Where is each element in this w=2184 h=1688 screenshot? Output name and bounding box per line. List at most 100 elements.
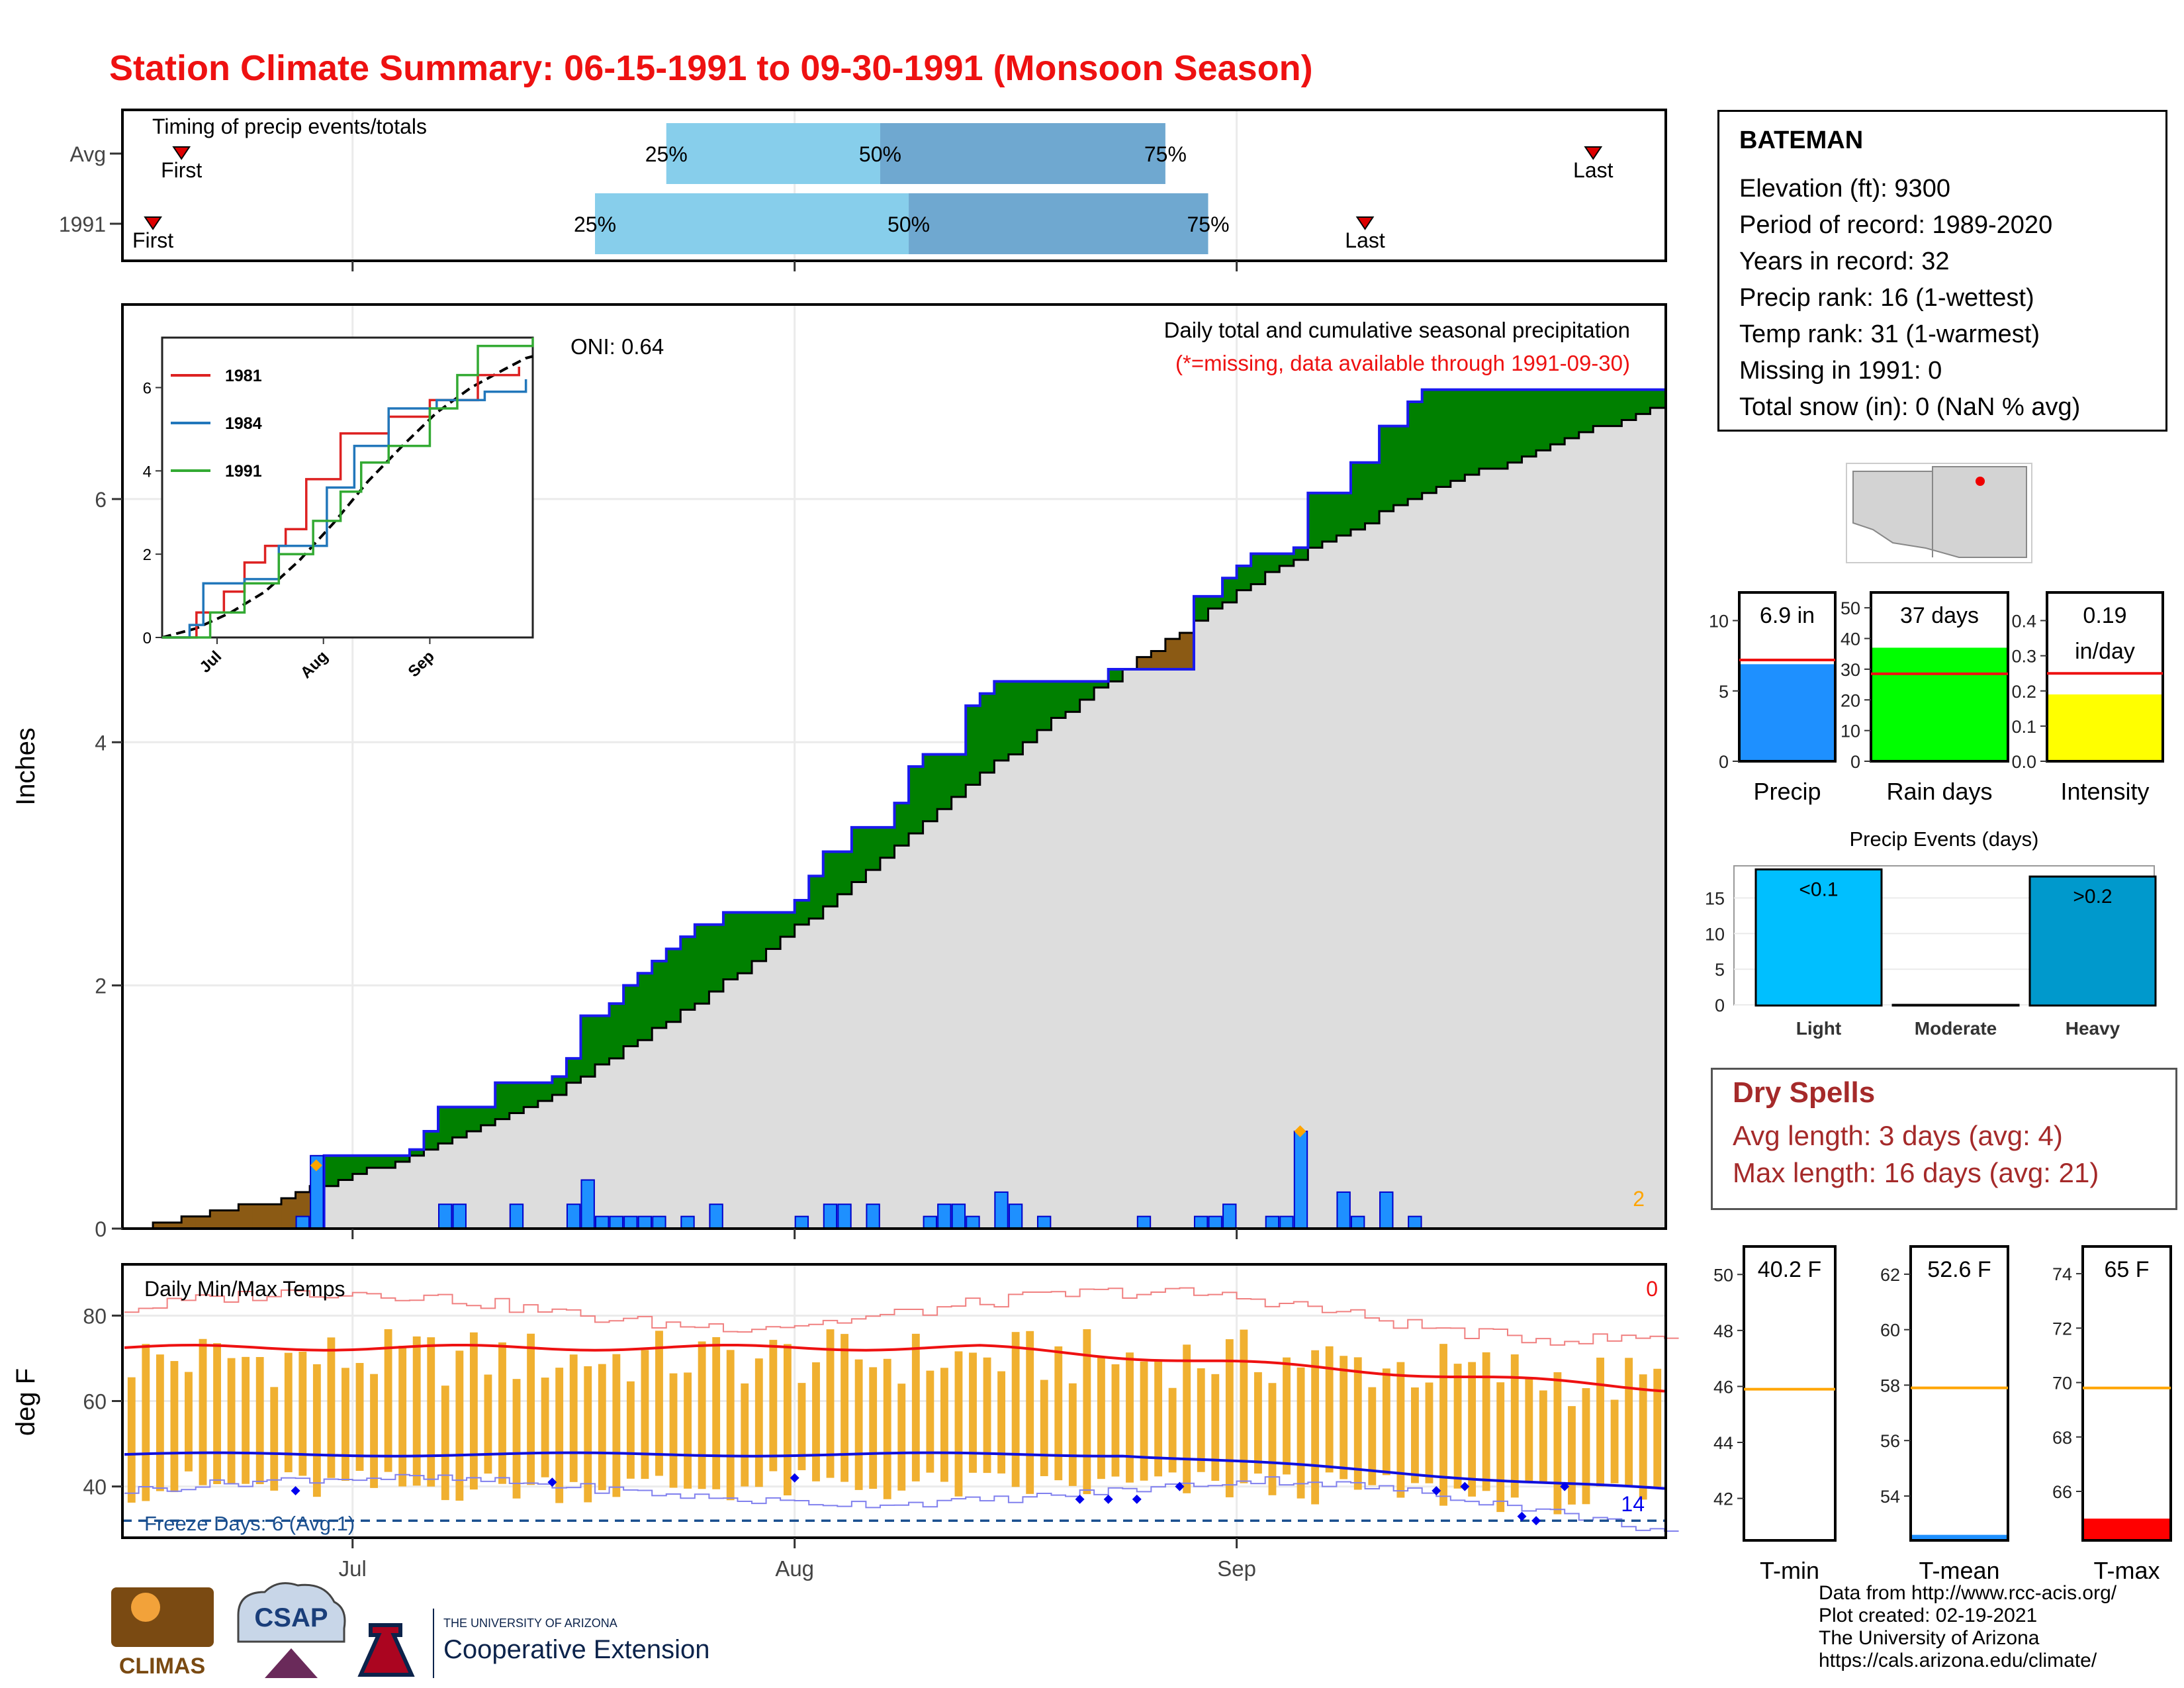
temp-range-bar xyxy=(412,1336,421,1486)
climas-logo-sun xyxy=(131,1593,160,1622)
daily-precip-bar xyxy=(509,1203,524,1230)
surplus-block xyxy=(1279,553,1295,566)
totals-precip-tick-label: 5 xyxy=(1719,682,1729,702)
dry-spells-title: Dry Spells xyxy=(1733,1076,1876,1109)
surplus-block xyxy=(1635,389,1651,414)
cumulative-y-axis-label: Inches xyxy=(11,727,40,806)
surplus-block xyxy=(467,1107,482,1132)
deficit-block xyxy=(153,1222,168,1229)
surplus-block xyxy=(409,1149,425,1156)
inset-y-tick-label: 0 xyxy=(143,630,152,647)
surplus-block xyxy=(694,924,709,1004)
temp-summary-t-min-tick-label: 44 xyxy=(1713,1433,1733,1453)
temp-range-bar xyxy=(797,1383,806,1470)
temp-range-bar xyxy=(484,1374,492,1474)
temp-summary-t-max-tick-label: 74 xyxy=(2052,1264,2072,1284)
temp-range-bar xyxy=(911,1333,920,1481)
surplus-block xyxy=(1507,389,1523,463)
totals-rain-days-axis-label: Rain days xyxy=(1886,778,1992,805)
surplus-block xyxy=(1293,547,1308,560)
temp-range-bar xyxy=(127,1377,136,1503)
station-location-dot xyxy=(1976,477,1985,486)
temp-range-bar xyxy=(398,1345,407,1487)
temp-range-bar xyxy=(1211,1374,1220,1481)
station-precip-rank: Precip rank: 16 (1-wettest) xyxy=(1739,284,2034,312)
temp-range-bar xyxy=(1625,1358,1633,1487)
daily-precip-bar xyxy=(1293,1131,1308,1229)
surplus-block xyxy=(1536,389,1551,451)
freeze-marker xyxy=(547,1477,557,1487)
timing-label-25: 25% xyxy=(645,142,688,166)
surplus-block xyxy=(866,827,881,870)
totals-rain-days-tick-label: 50 xyxy=(1841,598,1860,618)
surplus-block xyxy=(552,1076,567,1095)
temp-range-bar xyxy=(1411,1387,1419,1483)
temp-range-bar xyxy=(255,1357,264,1485)
surplus-block xyxy=(623,985,639,1047)
temp-range-bar xyxy=(1610,1399,1619,1483)
surplus-block xyxy=(1308,492,1323,548)
surplus-block xyxy=(480,1107,496,1125)
temp-range-bar xyxy=(569,1354,578,1482)
surplus-block xyxy=(909,767,924,834)
temp-range-bar xyxy=(769,1340,778,1472)
surplus-block xyxy=(1479,389,1494,469)
surplus-block xyxy=(1565,389,1580,439)
station-snow: Total snow (in): 0 (NaN % avg) xyxy=(1739,393,2081,421)
surplus-block xyxy=(537,1082,553,1102)
temp-summary-t-mean-value-label: 52.6 F xyxy=(1927,1257,1991,1282)
events-bar xyxy=(1754,868,1883,1007)
temp-range-bar xyxy=(1197,1368,1205,1472)
cumulative-y-tick-label: 6 xyxy=(95,488,107,512)
events-category-label: Heavy xyxy=(2066,1018,2120,1039)
daily-precip-bar xyxy=(623,1215,638,1230)
temp-range-bar xyxy=(854,1359,863,1490)
totals-intensity-tick-label: 0.1 xyxy=(2011,717,2036,737)
deficit-block xyxy=(1165,639,1181,670)
timing-panel-border xyxy=(121,109,1667,262)
surplus-block xyxy=(1436,389,1451,487)
temp-range-bar xyxy=(1439,1344,1447,1506)
temp-summary-t-mean-axis-label: T-mean xyxy=(1919,1557,1999,1584)
uofa-logo-bottom-text: Cooperative Extension xyxy=(443,1635,709,1664)
temp-range-bar xyxy=(1225,1339,1234,1497)
dry-spells-box: Dry Spells Avg length: 3 days (avg: 4) M… xyxy=(1711,1068,2177,1210)
station-period: Period of record: 1989-2020 xyxy=(1739,211,2053,239)
timing-label-50: 50% xyxy=(859,142,901,166)
temp-range-bar xyxy=(541,1378,549,1477)
temp-summary-t-min-tick-label: 48 xyxy=(1713,1321,1733,1341)
surplus-block xyxy=(438,1107,453,1144)
surplus-block xyxy=(894,803,909,846)
events-y-tick-label: 15 xyxy=(1705,888,1725,908)
temp-range-bar xyxy=(1453,1364,1462,1489)
freeze-marker xyxy=(1075,1494,1085,1504)
surplus-block xyxy=(1578,389,1594,432)
surplus-block xyxy=(352,1155,367,1174)
temp-range-bar xyxy=(997,1371,1006,1474)
surplus-block xyxy=(752,912,767,961)
temp-range-bar xyxy=(1111,1364,1120,1477)
temp-summary-t-max-axis-label: T-max xyxy=(2093,1557,2160,1584)
events-title: Precip Events (days) xyxy=(1850,827,2039,851)
surplus-block xyxy=(766,912,781,949)
totals-precip-bar xyxy=(1739,664,1835,761)
surplus-block xyxy=(1350,462,1366,530)
temp-range-bar xyxy=(427,1337,435,1487)
surplus-block xyxy=(923,754,938,821)
temp-range-bar xyxy=(754,1358,763,1487)
temp-range-bar xyxy=(1482,1352,1490,1491)
temp-summary-t-mean-tick-label: 56 xyxy=(1880,1431,1900,1451)
surplus-block xyxy=(1208,596,1223,609)
station-elevation: Elevation (ft): 9300 xyxy=(1739,175,1950,203)
temp-range-bar xyxy=(883,1358,891,1499)
freeze-marker xyxy=(1517,1511,1527,1521)
temp-summary-t-max-frame xyxy=(2081,1245,2172,1542)
surplus-block xyxy=(566,1058,582,1083)
temp-summary-t-min-frame xyxy=(1743,1245,1837,1542)
totals-intensity-axis-label: Intensity xyxy=(2060,778,2149,805)
temp-range-bar xyxy=(384,1329,392,1472)
events-bar-label: <0.1 xyxy=(1799,878,1838,900)
deficit-block xyxy=(238,1204,253,1229)
timing-bar-q2 xyxy=(880,123,1165,184)
